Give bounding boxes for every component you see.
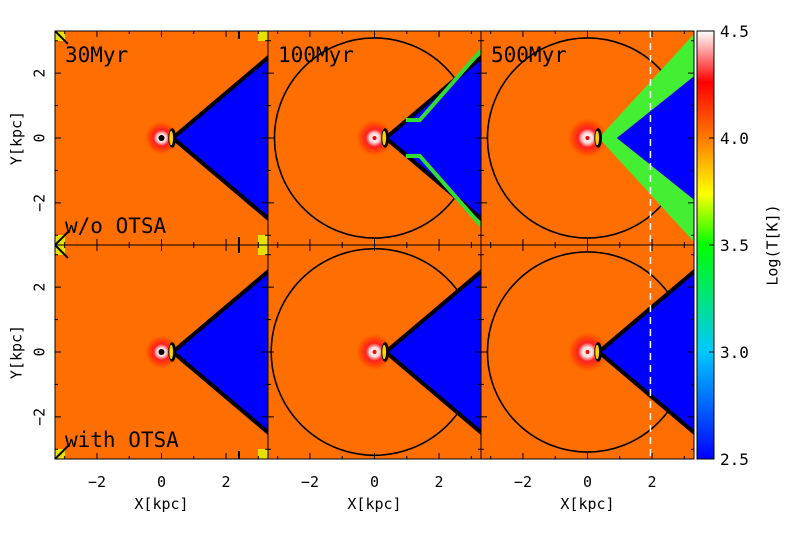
shadow-region xyxy=(616,76,694,200)
ticks xyxy=(481,245,694,459)
central-source xyxy=(585,350,590,354)
x-axis-label: X[kpc] xyxy=(134,495,188,513)
panel-grid: 30Myr w/o OTSA 100Myr 500Myr with OTSA xyxy=(54,30,695,460)
colorbar-tick-label: 4.0 xyxy=(720,129,749,148)
time-label: 500Myr xyxy=(491,43,567,67)
front-edge xyxy=(55,445,69,459)
clump-heated-surface xyxy=(169,130,174,146)
x-axis-label: X[kpc] xyxy=(560,495,614,513)
y-tick-label: −2 xyxy=(31,408,49,426)
y-tick-label: 0 xyxy=(31,133,49,142)
panel-0-1: 100Myr xyxy=(267,30,482,246)
y-tick-label: 2 xyxy=(31,69,49,78)
central-source xyxy=(158,349,165,355)
x-tick-label: 0 xyxy=(157,473,166,491)
x-axis-label: X[kpc] xyxy=(347,495,401,513)
clump-heated-surface xyxy=(595,344,600,360)
panel-1-1 xyxy=(267,244,482,460)
clump-heated-surface xyxy=(169,344,174,360)
warm-boundary-layer xyxy=(405,49,481,123)
ticks xyxy=(55,31,268,245)
y-axis-label: Y[kpc] xyxy=(8,111,26,165)
shadow-region xyxy=(595,268,694,436)
ticks xyxy=(481,31,694,245)
colorbar-tick-label: 4.5 xyxy=(720,22,749,41)
central-source xyxy=(372,350,377,354)
front-edge xyxy=(55,31,69,45)
row-label: with OTSA xyxy=(65,428,179,452)
shadow-region xyxy=(382,268,481,436)
clump-heated-surface xyxy=(595,130,600,146)
y-axis-label: Y[kpc] xyxy=(8,325,26,379)
shadow-region xyxy=(169,54,268,222)
central-source xyxy=(158,135,165,141)
panel-0-0: 30Myr w/o OTSA xyxy=(54,30,269,246)
front-edge xyxy=(55,231,69,245)
y-tick-label: −2 xyxy=(31,194,49,212)
clump-heated-surface xyxy=(382,130,387,146)
colorbar-tick-label: 2.5 xyxy=(720,450,749,469)
x-tick-label: 2 xyxy=(648,473,657,491)
corner-warm-patch xyxy=(258,31,268,41)
x-tick-label: −2 xyxy=(514,473,532,491)
front-edge xyxy=(55,245,69,259)
clump-heated-surface xyxy=(382,344,387,360)
colorbar: 2.5 3.0 3.5 4.0 4.5 Log(T[K]) xyxy=(696,22,782,469)
panel-1-0: with OTSA xyxy=(54,244,269,460)
central-source xyxy=(372,136,377,140)
ticks xyxy=(55,245,268,459)
x-tick-label: 0 xyxy=(370,473,379,491)
ticks xyxy=(268,31,481,245)
colorbar-tick-label: 3.5 xyxy=(720,236,749,255)
corner-warm-patch xyxy=(258,245,268,255)
central-source xyxy=(585,136,590,140)
corner-warm-patch xyxy=(258,235,268,245)
x-tick-label: 2 xyxy=(222,473,231,491)
panel-1-2 xyxy=(480,244,695,460)
y-tick-label: 0 xyxy=(31,347,49,356)
x-tick-label: 2 xyxy=(435,473,444,491)
colorbar-tick-label: 3.0 xyxy=(720,343,749,362)
x-tick-label: −2 xyxy=(301,473,319,491)
time-label: 100Myr xyxy=(278,43,354,67)
shadow-region xyxy=(169,268,268,436)
row-label: w/o OTSA xyxy=(65,214,167,238)
y-tick-label: 2 xyxy=(31,283,49,292)
corner-warm-patch xyxy=(258,449,268,459)
axis-labels: −2 0 2 X[kpc] −2 0 2 X[kpc] −2 0 2 X[kpc] −2 0 2 Y[kpc]… xyxy=(8,69,657,513)
warm-boundary-layer xyxy=(405,153,481,227)
x-tick-label: 0 xyxy=(583,473,592,491)
colorbar-label: Log(T[K]) xyxy=(764,204,782,285)
panel-0-2: 500Myr xyxy=(480,30,695,246)
time-label: 30Myr xyxy=(65,43,128,67)
x-tick-label: −2 xyxy=(88,473,106,491)
